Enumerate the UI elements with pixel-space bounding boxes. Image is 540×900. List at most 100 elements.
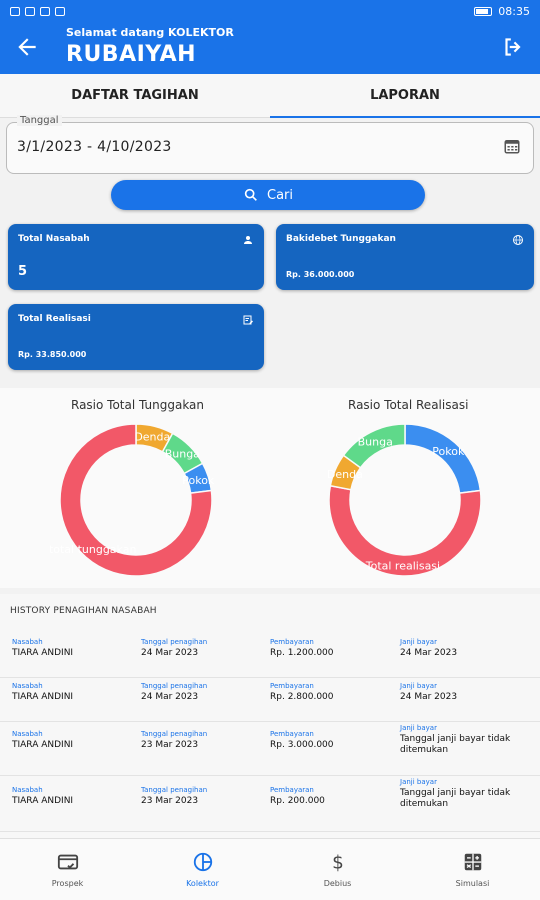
janji-label: Janji bayar [400, 724, 437, 732]
tanggal-label: Tanggal penagihan [141, 638, 208, 646]
table-row[interactable]: Nasabah TIARA ANDINI Tanggal penagihan 24 … [0, 678, 540, 722]
status-icons [10, 6, 65, 16]
pembayaran-label: Pembayaran [270, 730, 314, 738]
nav-label: Prospek [51, 879, 84, 888]
janji-value: 24 Mar 2023 [400, 692, 458, 702]
nasabah-label: Nasabah [12, 730, 43, 738]
pembayaran-value: Rp. 1.200.000 [270, 648, 334, 658]
chart-title-tunggakan: Rasio Total Tunggakan [71, 398, 205, 412]
tanggal-value: 24 Mar 2023 [141, 648, 199, 658]
nasabah-label: Nasabah [12, 786, 43, 794]
janji-label: Janji bayar [400, 778, 437, 786]
logout-icon[interactable] [500, 34, 526, 60]
card-bakidebet-tunggakan: Bakidebet Tunggakan Rp. 36.000.000 [276, 224, 534, 290]
card-total-realisasi: Total Realisasi Rp. 33.850.000 [8, 304, 264, 370]
janji-value: Tanggal janji bayar tidak ditemukan [400, 734, 511, 755]
date-range-value: 3/1/2023 - 4/10/2023 [17, 139, 172, 155]
search-button[interactable]: Cari [111, 180, 425, 210]
tanggal-label: Tanggal penagihan [141, 786, 208, 794]
nav-kolektor[interactable]: Kolektor [135, 839, 270, 900]
back-arrow-icon[interactable] [14, 34, 40, 60]
svg-text:$: $ [332, 852, 344, 873]
slice-total-tunggakan [59, 423, 213, 577]
slice-pokok [404, 423, 482, 494]
sim-icon [25, 6, 35, 16]
card-title: Total Nasabah [18, 234, 90, 244]
nasabah-value: TIARA ANDINI [12, 796, 74, 806]
pembayaran-value: Rp. 3.000.000 [270, 740, 334, 750]
nav-label: Kolektor [186, 879, 219, 888]
app-bar: Selamat datang KOLEKTOR RUBAIYAH [0, 22, 540, 74]
date-field-label: Tanggal [17, 115, 62, 126]
globe-icon [513, 235, 523, 245]
pembayaran-value: Rp. 200.000 [270, 796, 325, 806]
slice-label-bunga: Bunga [165, 448, 200, 461]
card-total-nasabah: Total Nasabah 5 [8, 224, 264, 290]
date-range-field[interactable]: Tanggal 3/1/2023 - 4/10/2023 [6, 115, 534, 174]
tanggal-value: 24 Mar 2023 [141, 692, 199, 702]
card-value: Rp. 33.850.000 [18, 350, 87, 359]
tanggal-value: 23 Mar 2023 [141, 740, 199, 750]
charts-section: Rasio Total Tunggakan Rasio Total Realis… [0, 388, 540, 588]
search-button-label: Cari [267, 187, 293, 203]
tanggal-label: Tanggal penagihan [141, 730, 208, 738]
table-row[interactable]: Nasabah TIARA ANDINI Tanggal penagihan 23 … [0, 722, 540, 776]
edit-document-icon [243, 315, 253, 325]
nasabah-label: Nasabah [12, 638, 43, 646]
table-row[interactable]: Nasabah TIARA ANDINI Tanggal penagihan 24 … [0, 634, 540, 678]
donut-chart-realisasi: Pokok Total realisasi Denda Bunga [327, 423, 482, 577]
payment-card-icon [57, 854, 78, 870]
slice-total-realisasi [328, 484, 482, 577]
tanggal-value: 23 Mar 2023 [141, 796, 199, 806]
bottom-nav: Prospek Kolektor $ Debius Simulasi [0, 838, 540, 900]
search-icon [244, 188, 257, 201]
tanggal-label: Tanggal penagihan [141, 682, 208, 690]
janji-value: 24 Mar 2023 [400, 648, 458, 658]
history-section: HISTORY PENAGIHAN NASABAH Nasabah TIARA A… [0, 594, 540, 840]
history-title: HISTORY PENAGIHAN NASABAH [10, 606, 157, 616]
facebook-icon [40, 6, 50, 16]
pie-chart-icon [193, 852, 212, 872]
app-icon [55, 6, 65, 16]
status-time: 08:35 [498, 4, 530, 18]
card-title: Total Realisasi [18, 314, 91, 324]
battery-icon [474, 6, 493, 16]
janji-value: Tanggal janji bayar tidak ditemukan [400, 788, 511, 809]
user-name: RUBAIYAH [66, 42, 197, 67]
nav-label: Simulasi [455, 879, 490, 888]
welcome-text: Selamat datang KOLEKTOR [66, 26, 234, 39]
slice-label-bunga: Bunga [358, 436, 393, 449]
pembayaran-label: Pembayaran [270, 682, 314, 690]
table-row[interactable]: Nasabah TIARA ANDINI Tanggal penagihan 23 … [0, 776, 540, 832]
nasabah-value: TIARA ANDINI [12, 648, 74, 658]
pembayaran-value: Rp. 2.800.000 [270, 692, 334, 702]
card-value: Rp. 36.000.000 [286, 270, 355, 279]
pembayaran-label: Pembayaran [270, 638, 314, 646]
nav-debius[interactable]: $ Debius [270, 839, 405, 900]
donut-chart-tunggakan: Denda Bunga Pokok total tunggakan [50, 423, 215, 577]
chart-title-realisasi: Rasio Total Realisasi [348, 398, 469, 412]
card-value: 5 [18, 264, 28, 279]
janji-label: Janji bayar [400, 638, 437, 646]
dollar-icon: $ [332, 852, 344, 873]
wifi-icon [10, 6, 20, 16]
pembayaran-label: Pembayaran [270, 786, 314, 794]
slice-label-total-tunggakan: total tunggakan [50, 543, 136, 556]
nasabah-value: TIARA ANDINI [12, 692, 74, 702]
calculator-icon [464, 853, 481, 871]
slice-bunga [342, 423, 406, 469]
nav-prospek[interactable]: Prospek [0, 839, 135, 900]
slice-label-denda: Denda [134, 431, 170, 444]
person-icon [244, 236, 252, 244]
slice-label-denda: Denda [327, 468, 363, 481]
nav-label: Debius [323, 879, 352, 888]
card-title: Bakidebet Tunggakan [286, 234, 396, 244]
tab-daftar-tagihan[interactable]: DAFTAR TAGIHAN [71, 88, 199, 103]
nasabah-label: Nasabah [12, 682, 43, 690]
slice-label-total-realisasi: Total realisasi [365, 559, 440, 572]
status-bar: 08:35 [0, 0, 540, 22]
nav-simulasi[interactable]: Simulasi [405, 839, 540, 900]
slice-label-pokok: Pokok [432, 445, 465, 458]
tab-laporan[interactable]: LAPORAN [270, 74, 540, 118]
calendar-icon[interactable] [503, 137, 521, 155]
